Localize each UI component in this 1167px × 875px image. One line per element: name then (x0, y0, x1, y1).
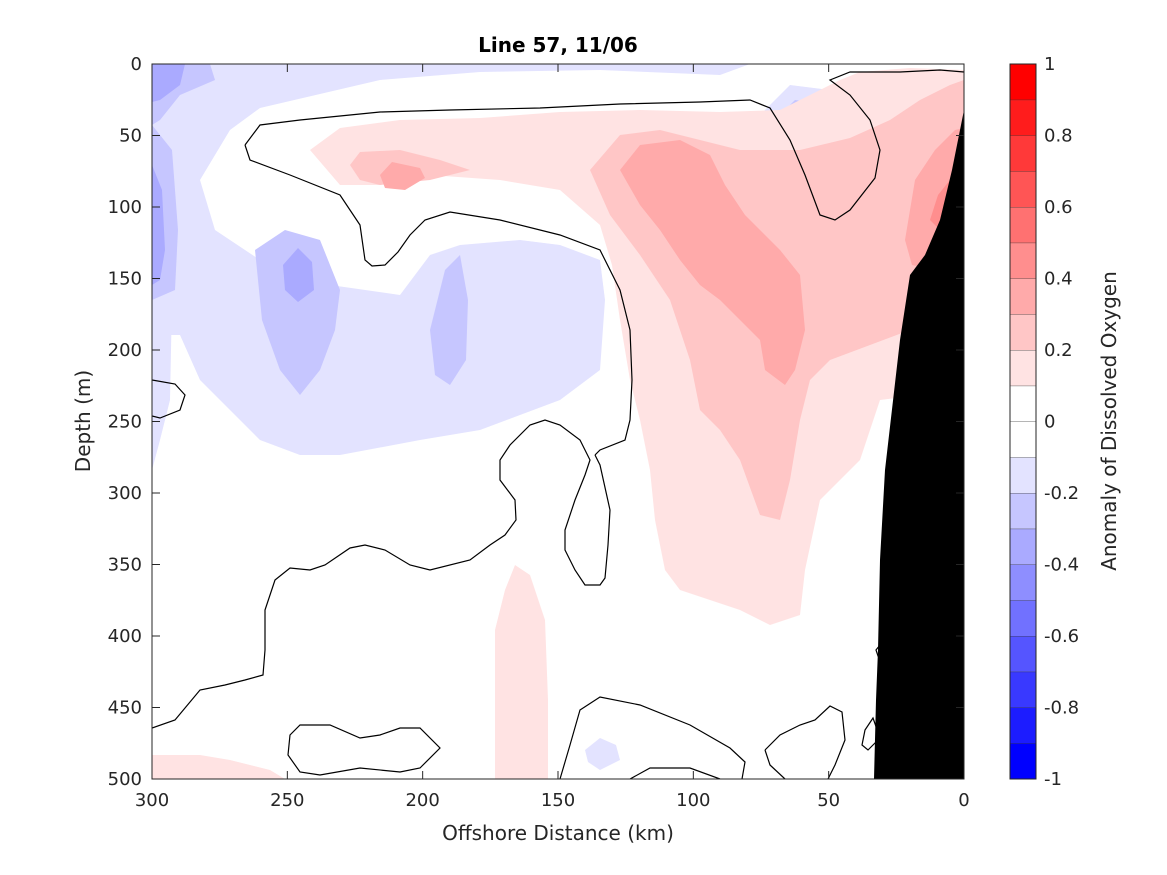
contour-line (244, 144, 633, 456)
y-tick-label: 50 (119, 126, 142, 147)
colorbar-tick-label: -0.8 (1044, 698, 1079, 719)
plot-area (152, 64, 964, 779)
contour-line (244, 69, 964, 221)
contour-fill-region (283, 248, 314, 302)
colorbar-segment (1010, 171, 1036, 207)
y-tick-label: 150 (108, 269, 142, 290)
y-tick-label: 250 (108, 412, 142, 433)
colorbar-tick-label: 0.6 (1044, 197, 1073, 218)
colorbar (1010, 63, 1036, 779)
colorbar-segment (1010, 64, 1036, 100)
y-tick-label: 450 (108, 698, 142, 719)
colorbar-tick-label: 0 (1044, 412, 1055, 433)
colorbar-segment (1010, 314, 1036, 350)
contour-line (559, 696, 746, 779)
colorbar-tick-label: 1 (1044, 54, 1055, 75)
colorbar-segment (1010, 242, 1036, 279)
contour-fill-region (152, 64, 185, 102)
colorbar-segment (1010, 493, 1036, 529)
contour-line (287, 724, 441, 776)
y-tick-label: 200 (108, 340, 142, 361)
x-tick-label: 300 (135, 790, 169, 811)
colorbar-segment (1010, 278, 1036, 315)
contour-fill-region (152, 165, 165, 285)
y-axis-label: Depth (m) (71, 370, 95, 472)
colorbar-segment (1010, 636, 1036, 672)
contour-fill-region (152, 290, 172, 470)
colorbar-segment (1010, 421, 1036, 458)
chart-title: Line 57, 11/06 (478, 33, 638, 57)
x-tick-label: 100 (676, 790, 710, 811)
colorbar-tick-label: -1 (1044, 769, 1062, 790)
contour-line (764, 749, 786, 779)
colorbar-tick-label: -0.2 (1044, 483, 1079, 504)
contour-line (152, 419, 611, 729)
contour-fill-region (585, 738, 620, 770)
x-axis: 300 250 200 150 100 50 0 (135, 64, 970, 811)
x-tick-label: 0 (958, 790, 969, 811)
colorbar-segment (1010, 207, 1036, 243)
colorbar-segment (1010, 457, 1036, 493)
colorbar-segment (1010, 743, 1036, 779)
contour-line (152, 379, 186, 419)
anomaly-level-neg-0-2 (152, 64, 850, 395)
contour-line (764, 705, 846, 779)
y-tick-label: 300 (108, 483, 142, 504)
colorbar-segment (1010, 385, 1036, 422)
contour-fill-region (495, 565, 548, 779)
zero-contour-lines (152, 69, 964, 779)
y-tick-label: 100 (108, 197, 142, 218)
colorbar-tick-label: -0.6 (1044, 626, 1079, 647)
x-tick-label: 200 (405, 790, 439, 811)
contour-fill-region (255, 230, 340, 395)
colorbar-tick-label: 0.8 (1044, 126, 1073, 147)
colorbar-segment (1010, 528, 1036, 565)
colorbar-ticks: 1 0.8 0.6 0.4 0.2 0 -0.2 -0.4 -0.6 -0.8 -1 (1044, 54, 1079, 790)
contour-fill-region (430, 255, 468, 385)
x-axis-label: Offshore Distance (km) (442, 821, 674, 845)
x-tick-label: 150 (541, 790, 575, 811)
y-tick-label: 0 (131, 54, 142, 75)
colorbar-segment (1010, 350, 1036, 386)
x-tick-label: 250 (270, 790, 304, 811)
y-axis: 0 50 100 150 200 250 300 350 400 450 500 (108, 54, 964, 790)
colorbar-tick-label: -0.4 (1044, 555, 1079, 576)
colorbar-border (1009, 63, 1037, 780)
colorbar-segment (1010, 99, 1036, 136)
y-tick-label: 400 (108, 626, 142, 647)
contour-fill-region (380, 162, 425, 190)
colorbar-tick-label: 0.2 (1044, 340, 1073, 361)
colorbar-segment (1010, 564, 1036, 601)
colorbar-segment (1010, 707, 1036, 744)
colorbar-segment (1010, 600, 1036, 636)
bathymetry-mask (874, 110, 964, 779)
x-tick-label: 50 (817, 790, 840, 811)
colorbar-label: Anomaly of Dissolved Oxygen (1097, 271, 1121, 571)
colorbar-segment (1010, 671, 1036, 708)
contour-fill-region (152, 755, 285, 779)
contour-line (629, 767, 721, 779)
y-tick-label: 350 (108, 555, 142, 576)
colorbar-tick-label: 0.4 (1044, 269, 1073, 290)
y-tick-label: 500 (108, 769, 142, 790)
colorbar-segment (1010, 135, 1036, 172)
contour-fill-region (620, 140, 805, 385)
